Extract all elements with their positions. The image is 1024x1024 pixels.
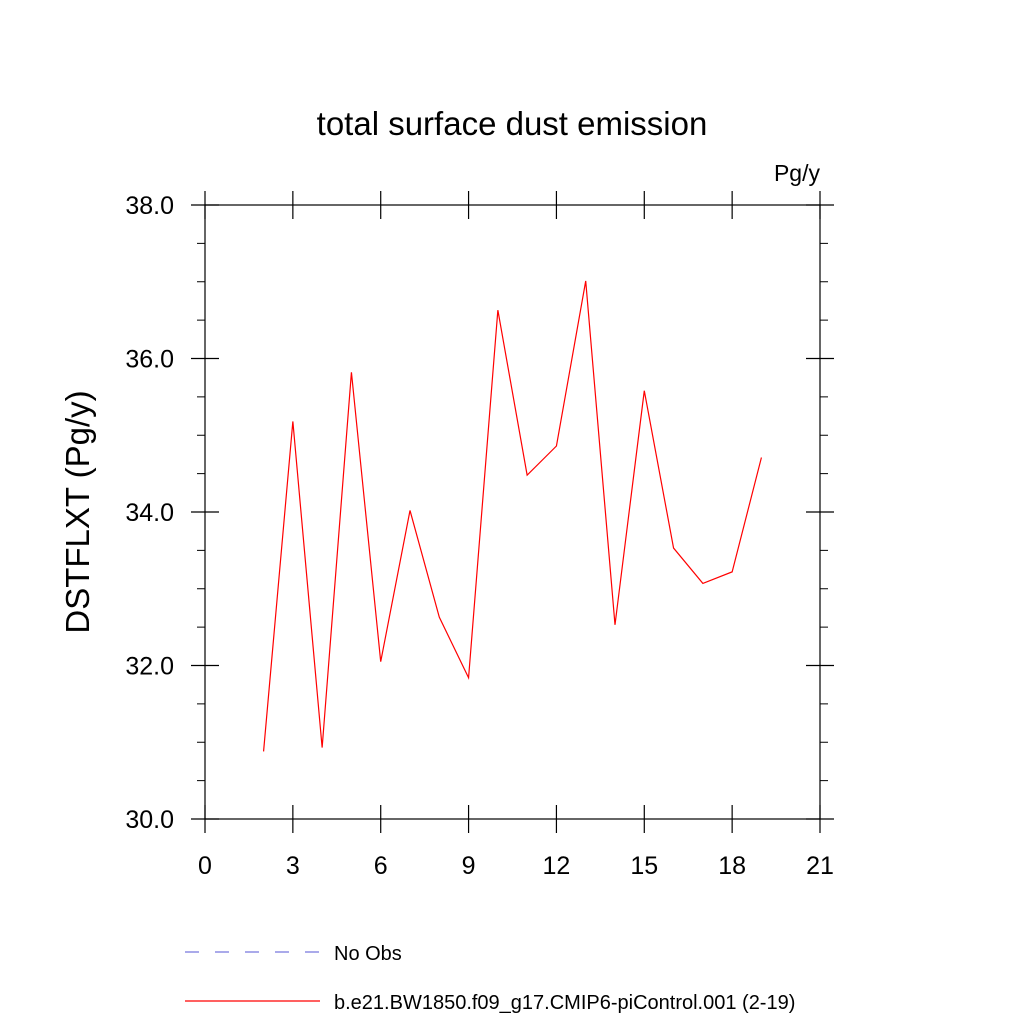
- x-axis-tick-labels: 0 3 6 9 12 15 18 21: [198, 852, 834, 880]
- x-tick-label: 12: [543, 852, 571, 880]
- legend: No Obs b.e21.BW1850.f09_g17.CMIP6-piCont…: [185, 943, 795, 1014]
- x-tick-label: 21: [806, 852, 834, 880]
- x-tick-label: 6: [374, 852, 388, 880]
- y-tick-label: 34.0: [125, 499, 174, 527]
- x-tick-label: 0: [198, 852, 212, 880]
- legend-label-no-obs: No Obs: [334, 943, 402, 965]
- x-tick-label: 18: [718, 852, 746, 880]
- plot-frame: [204, 204, 821, 820]
- y-axis-tick-labels: 30.0 32.0 34.0 36.0 38.0: [125, 192, 174, 834]
- y-tick-label: 32.0: [125, 653, 174, 681]
- y-tick-label: 36.0: [125, 346, 174, 374]
- series-layer: [262, 280, 763, 752]
- units-label: Pg/y: [774, 160, 821, 186]
- x-tick-label: 3: [286, 852, 300, 880]
- y-axis-label: DSTFLXT (Pg/y): [59, 390, 96, 633]
- chart-title: total surface dust emission: [317, 105, 708, 142]
- x-axis-ticks: [204, 191, 821, 833]
- x-tick-label: 9: [462, 852, 476, 880]
- legend-label-picontrol: b.e21.BW1850.f09_g17.CMIP6-piControl.001…: [334, 992, 795, 1014]
- x-tick-label: 15: [630, 852, 658, 880]
- y-tick-label: 38.0: [125, 192, 174, 220]
- series-line-0: [262, 280, 763, 752]
- y-axis-ticks: [191, 204, 834, 820]
- y-tick-label: 30.0: [125, 806, 174, 834]
